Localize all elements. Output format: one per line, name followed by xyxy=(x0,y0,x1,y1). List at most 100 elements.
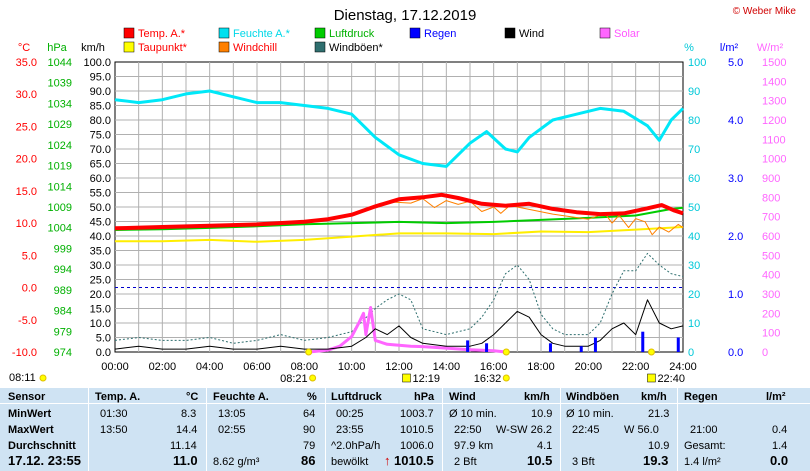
legend: Temp. A.* Feuchte A.* Luftdruck Regen Wind So… xyxy=(123,27,640,54)
pressure-tick: 999 xyxy=(54,243,72,255)
press-trend: ^2.0hPa/h xyxy=(331,440,381,452)
series-line xyxy=(114,206,684,231)
pressure-tick: 1039 xyxy=(48,78,72,90)
hdr-sensor: Sensor xyxy=(8,391,46,403)
series-group xyxy=(114,89,685,354)
pressure-tick: 1044 xyxy=(48,57,72,69)
sun-icon xyxy=(502,374,510,382)
grid-lines xyxy=(115,62,683,352)
copyright: © Weber Mike xyxy=(732,6,796,17)
pressure-tick: 1009 xyxy=(48,202,72,214)
temp-tick: 10.0 xyxy=(16,218,37,230)
press-min-time: 00:25 xyxy=(336,408,364,420)
wind-tick: 25.0 xyxy=(90,275,111,287)
wind-tick: 90.0 xyxy=(90,86,111,98)
solar-tick: 400 xyxy=(762,270,780,282)
humidity-tick: 90 xyxy=(688,86,700,98)
hum-now-extra: 8.62 g/m³ xyxy=(213,456,260,468)
temp-avg: 11.14 xyxy=(170,440,197,452)
gust-min-label: Ø 10 min. xyxy=(566,408,614,420)
legend-label: Windböen* xyxy=(329,42,384,54)
solar-tick: 800 xyxy=(762,192,780,204)
humidity-unit: % xyxy=(684,42,694,54)
wind-tick: 15.0 xyxy=(90,304,111,316)
col-sep xyxy=(442,388,443,471)
temp-tick: 5.0 xyxy=(22,250,37,262)
wind-avg: 4.1 xyxy=(537,440,553,452)
wind-tick: 5.0 xyxy=(96,333,111,345)
hum-max-time: 02:55 xyxy=(218,424,246,436)
legend-label: Luftdruck xyxy=(329,28,375,40)
solar-tick: 1400 xyxy=(762,76,786,88)
humidity-tick: 20 xyxy=(688,289,700,301)
series-line xyxy=(114,192,684,231)
hum-min-time: 13:05 xyxy=(218,408,246,420)
wind-tick: 0.0 xyxy=(96,347,111,359)
rain-tick: 3.0 xyxy=(728,173,743,185)
noon-icon xyxy=(402,373,411,383)
humidity-tick: 0 xyxy=(688,347,694,359)
x-tick: 00:00 xyxy=(101,361,129,373)
rain-bar xyxy=(466,340,470,352)
hdr-rain: Regen xyxy=(684,391,718,403)
legend-label: Taupunkt* xyxy=(138,42,188,54)
col-sep xyxy=(560,388,561,471)
legend-swatch xyxy=(218,41,230,53)
solar-tick: 1100 xyxy=(762,134,786,146)
solar-tick: 1500 xyxy=(762,57,786,69)
rain-now: 0.0 xyxy=(770,453,789,468)
temp-max: 14.4 xyxy=(176,424,198,436)
rain-bar xyxy=(641,331,645,352)
pressure-tick: 1024 xyxy=(48,140,72,152)
legend-label: Solar xyxy=(614,28,640,40)
wind-tick: 45.0 xyxy=(90,217,111,229)
x-tick: 16:00 xyxy=(480,361,508,373)
series-line xyxy=(339,198,684,236)
hdr-hum-unit: % xyxy=(307,391,317,403)
hdr-gust: Windböen xyxy=(566,391,620,403)
humidity-tick: 40 xyxy=(688,231,700,243)
series-line xyxy=(114,89,685,168)
axis-labels: 35.0 30.0 25.0 20.0 15.0 10.0 5.0 0.0 -5.0 -10.0 1… xyxy=(12,42,787,373)
temp-tick: 25.0 xyxy=(16,121,37,133)
x-tick: 12:00 xyxy=(385,361,413,373)
wind-max-time: 22:50 xyxy=(454,424,482,436)
solar-tick: 500 xyxy=(762,250,780,262)
rain-total: 1.4 xyxy=(772,440,788,452)
legend-label: Windchill xyxy=(233,42,277,54)
rain-tick: 1.0 xyxy=(728,289,743,301)
temp-now: 11.0 xyxy=(173,453,198,468)
solar-tick: 1200 xyxy=(762,115,786,127)
pressure-tick: 994 xyxy=(54,264,72,276)
rain-bar xyxy=(593,337,597,352)
hum-avg: 79 xyxy=(303,440,316,452)
wind-tick: 40.0 xyxy=(90,231,111,243)
humidity-tick: 50 xyxy=(688,202,700,214)
wind-tick: 75.0 xyxy=(90,130,111,142)
wind-max-dir: W-SW 26.2 xyxy=(496,424,553,436)
gust-bft: 3 Bft xyxy=(572,456,595,468)
hdr-rain-unit: l/m² xyxy=(766,391,786,403)
solar-unit: W/m² xyxy=(757,42,784,54)
x-tick: 06:00 xyxy=(243,361,271,373)
press-now: 1010.5 xyxy=(394,453,434,468)
marker-label: 08:21 xyxy=(280,373,308,385)
wind-tick: 50.0 xyxy=(90,202,111,214)
wind-unit: km/h xyxy=(81,42,105,54)
header-separator xyxy=(0,403,810,404)
rain-unit: l/m² xyxy=(720,42,739,54)
hdr-gust-unit: km/h xyxy=(641,391,667,403)
wind-tick: 80.0 xyxy=(90,115,111,127)
humidity-tick: 30 xyxy=(688,260,700,272)
solar-tick: 600 xyxy=(762,231,780,243)
temp-max-time: 13:50 xyxy=(100,424,128,436)
press-avg: 1006.0 xyxy=(400,440,434,452)
legend-label: Regen xyxy=(424,28,456,40)
gust-min: 21.3 xyxy=(648,408,670,420)
wind-tick: 85.0 xyxy=(90,101,111,113)
solar-tick: 100 xyxy=(762,328,780,340)
legend-label: Temp. A.* xyxy=(138,28,186,40)
temp-unit: °C xyxy=(18,42,30,54)
series-line xyxy=(114,299,684,350)
press-max: 1010.5 xyxy=(400,424,434,436)
